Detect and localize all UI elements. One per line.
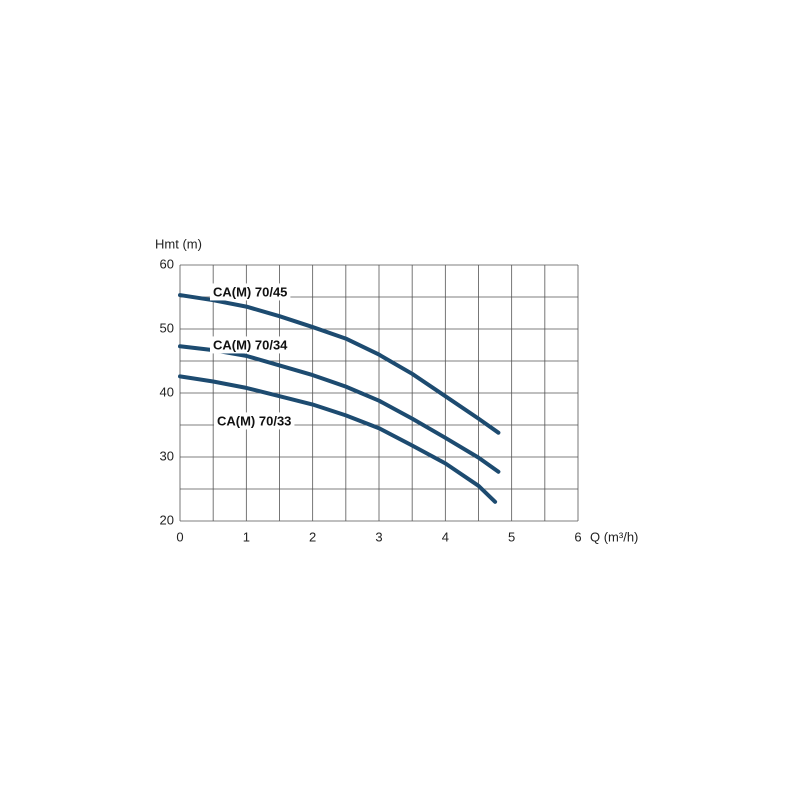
y-axis-label: Hmt (m) [155, 236, 202, 251]
series-label-bg [214, 412, 295, 430]
x-tick-label: 2 [309, 529, 316, 544]
x-tick-label: 5 [508, 529, 515, 544]
x-tick-label: 1 [243, 529, 250, 544]
x-tick-label: 4 [442, 529, 449, 544]
y-tick-label: 20 [160, 512, 174, 527]
curve [178, 344, 501, 474]
x-tick-label: 6 [574, 529, 581, 544]
x-tick-label: 0 [176, 529, 183, 544]
y-tick-label: 40 [160, 384, 174, 399]
series-label: CA(M) 70/45 [213, 284, 287, 299]
curve [178, 293, 501, 435]
series-label: CA(M) 70/34 [213, 337, 288, 352]
series-label: CA(M) 70/33 [217, 413, 291, 428]
x-axis-label: Q (m³/h) [590, 529, 638, 544]
x-tick-label: 3 [375, 529, 382, 544]
series-label-bg [210, 283, 291, 301]
y-tick-label: 60 [160, 256, 174, 271]
y-tick-label: 50 [160, 320, 174, 335]
curve [178, 374, 498, 504]
y-tick-label: 30 [160, 448, 174, 463]
series-label-bg [210, 336, 292, 354]
